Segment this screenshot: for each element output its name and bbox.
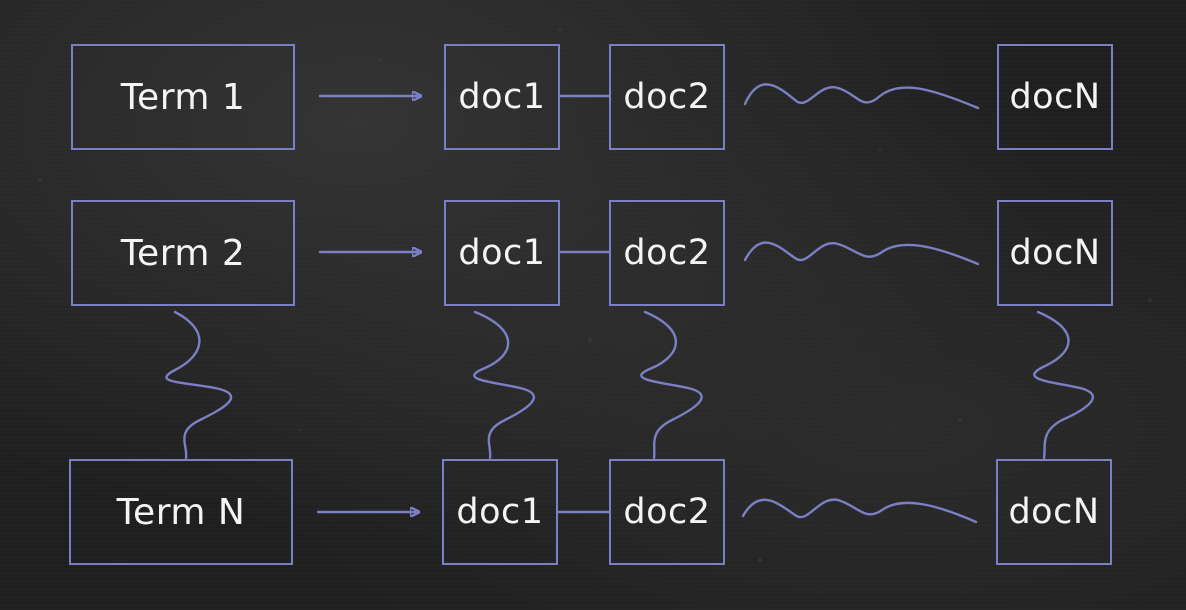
row1-doc1-label: doc1 xyxy=(458,77,546,117)
row1-docN-box: docN xyxy=(997,44,1113,150)
row2-doc2-label: doc2 xyxy=(623,233,711,273)
doc2-column-squiggle xyxy=(640,310,703,460)
row2-docN-label: docN xyxy=(1009,233,1101,273)
row2-doc2-box: doc2 xyxy=(609,200,725,306)
rowN-doc1-label: doc1 xyxy=(456,492,544,532)
term-column-squiggle xyxy=(165,310,233,460)
rowN-docN-box: docN xyxy=(996,459,1112,565)
rowN-doc2-label: doc2 xyxy=(623,492,711,532)
row2-doc1-label: doc1 xyxy=(458,233,546,273)
term-n-box: Term N xyxy=(69,459,293,565)
row1-docN-label: docN xyxy=(1009,77,1101,117)
row2-ellipsis-squiggle xyxy=(743,241,980,266)
row1-doc1-box: doc1 xyxy=(444,44,560,150)
term-2-label: Term 2 xyxy=(120,232,246,274)
rowN-docN-label: docN xyxy=(1008,492,1100,532)
row2-docN-box: docN xyxy=(997,200,1113,306)
docN-column-squiggle xyxy=(1033,310,1094,460)
term-n-label: Term N xyxy=(116,491,246,533)
row1-doc2-box: doc2 xyxy=(609,44,725,150)
doc1-column-squiggle xyxy=(473,310,535,460)
row1-doc2-label: doc2 xyxy=(623,77,711,117)
term-1-box: Term 1 xyxy=(71,44,295,150)
row2-doc1-box: doc1 xyxy=(444,200,560,306)
term-1-label: Term 1 xyxy=(120,76,246,118)
term-2-box: Term 2 xyxy=(71,200,295,306)
row1-ellipsis-squiggle xyxy=(743,83,980,110)
rowN-ellipsis-squiggle xyxy=(741,498,978,524)
